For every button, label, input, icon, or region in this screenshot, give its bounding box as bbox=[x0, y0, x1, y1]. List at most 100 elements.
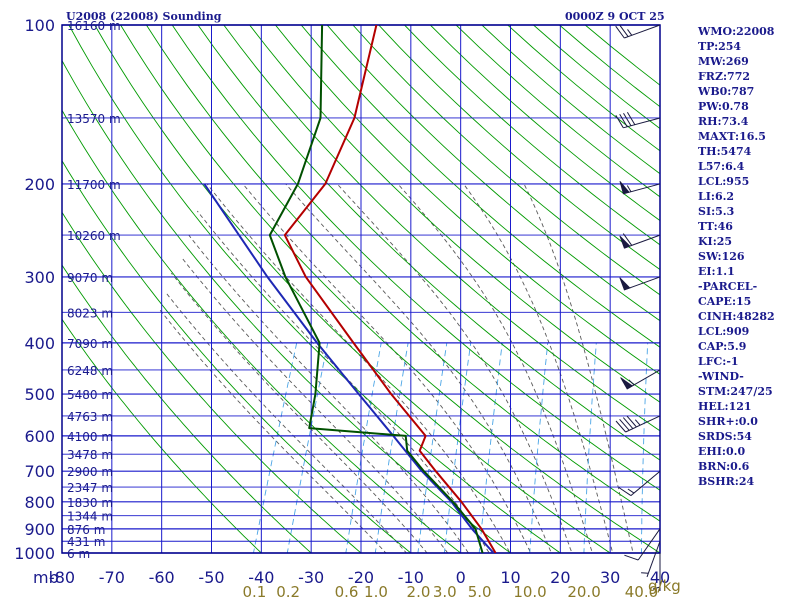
wind-barb bbox=[652, 553, 661, 591]
mixing-ratio-label: 0.1 bbox=[242, 583, 266, 600]
height-label: 13570 m bbox=[67, 112, 121, 126]
barb-flag bbox=[619, 418, 630, 431]
mixing-ratio-line bbox=[583, 342, 597, 553]
moist-adiabats bbox=[158, 183, 634, 553]
sounding-index: RH:73.4 bbox=[698, 115, 749, 128]
temperature-tick-label: -40 bbox=[248, 568, 274, 587]
sounding-index: PW:0.78 bbox=[698, 100, 749, 113]
height-label: 9070 m bbox=[67, 271, 113, 285]
mixing-ratio-label: 0.6 bbox=[335, 583, 359, 600]
sounding-indices-list: WMO:22008 TP:254 MW:269 FRZ:772 WB0:787 PW:0.… bbox=[698, 24, 798, 489]
height-label: 2347 m bbox=[67, 481, 113, 495]
height-label: 10260 m bbox=[67, 229, 121, 243]
mixing-ratio-line bbox=[417, 342, 448, 553]
barb-half-flag bbox=[641, 572, 649, 574]
sounding-index: KI:25 bbox=[698, 235, 733, 248]
temperature-tick-label: -10 bbox=[398, 568, 424, 587]
barb-half-flag bbox=[627, 488, 635, 494]
barb-flag bbox=[615, 25, 625, 39]
profiles bbox=[203, 25, 497, 553]
moist-adiabat bbox=[285, 183, 552, 553]
barb-flag bbox=[619, 114, 628, 128]
sounding-index: LI:6.2 bbox=[698, 190, 735, 203]
sounding-index: TP:254 bbox=[698, 40, 742, 53]
mixing-ratio-label: 0.2 bbox=[276, 583, 300, 600]
wind-barb bbox=[641, 541, 661, 578]
mixing-ratio-label: 1.0 bbox=[364, 583, 388, 600]
sounding-index: SW:126 bbox=[698, 250, 745, 263]
sounding-index: LCL:909 bbox=[698, 325, 750, 338]
mixing-ratio-label: 10.0 bbox=[513, 583, 546, 600]
barb-staff bbox=[625, 415, 661, 433]
sounding-index: BRN:0.6 bbox=[698, 460, 750, 473]
temperature-line bbox=[283, 25, 497, 553]
height-label: 876 m bbox=[67, 523, 105, 537]
chart-title: U2008 (22008) Sounding bbox=[66, 10, 222, 23]
mixing-ratio-line bbox=[529, 342, 549, 553]
pressure-tick-label: 900 bbox=[24, 520, 55, 539]
mixing-ratio-line bbox=[345, 342, 382, 553]
height-label: 4763 m bbox=[67, 410, 113, 424]
sounding-index: -PARCEL- bbox=[698, 280, 758, 293]
height-label: 5480 m bbox=[67, 388, 113, 402]
moist-adiabat bbox=[158, 308, 387, 553]
height-label: 1344 m bbox=[67, 510, 113, 524]
wind-barb bbox=[615, 111, 661, 129]
moist-adiabat bbox=[164, 291, 408, 553]
mixing-ratio-label: 20.0 bbox=[567, 583, 600, 600]
mixing-ratio-label: 2.0 bbox=[407, 583, 431, 600]
dry-adiabat bbox=[68, 25, 562, 553]
pressure-tick-label: 100 bbox=[24, 16, 55, 35]
barb-flag bbox=[622, 233, 633, 246]
sounding-index: HEL:121 bbox=[698, 400, 752, 413]
barb-pennant bbox=[619, 277, 631, 291]
pressure-tick-label: 800 bbox=[24, 493, 55, 512]
sounding-index: FRZ:772 bbox=[698, 70, 751, 83]
wind-barb bbox=[615, 415, 661, 433]
barb-flag bbox=[615, 115, 624, 129]
height-label: 16160 m bbox=[67, 19, 121, 33]
mixing-ratio-line bbox=[640, 342, 649, 553]
moist-adiabat bbox=[206, 183, 511, 553]
wind-barb bbox=[619, 233, 661, 249]
wind-barb bbox=[619, 276, 661, 291]
sounding-index: MW:269 bbox=[698, 55, 749, 68]
moist-adiabat bbox=[196, 210, 490, 553]
plot-frame bbox=[61, 24, 661, 554]
mixing-ratio-unit-label: g/kg bbox=[648, 577, 681, 595]
moist-adiabat bbox=[180, 256, 449, 553]
pressure-tick-label: 300 bbox=[24, 268, 55, 287]
sounding-index: CINH:48282 bbox=[698, 310, 775, 323]
moist-adiabat bbox=[170, 272, 428, 553]
temperature-tick-label: 30 bbox=[600, 568, 620, 587]
temperature-tick-label: -80 bbox=[49, 568, 75, 587]
mixing-ratio-label: 5.0 bbox=[468, 583, 492, 600]
wind-barbs bbox=[615, 24, 661, 591]
dry-adiabat bbox=[62, 318, 262, 553]
sounding-index: CAPE:15 bbox=[698, 295, 752, 308]
barb-flag bbox=[622, 417, 634, 429]
temperature-tick-label: -70 bbox=[99, 568, 125, 587]
height-label: 8023 m bbox=[67, 306, 113, 320]
sounding-index: TT:46 bbox=[698, 220, 733, 233]
mixing-ratio-label: 40.0 bbox=[625, 583, 658, 600]
barb-flag bbox=[619, 24, 629, 37]
temperature-tick-label: 20 bbox=[550, 568, 570, 587]
sounding-index: STM:247/25 bbox=[698, 385, 773, 398]
barb-half-flag bbox=[627, 29, 633, 36]
temperature-tick-label: -60 bbox=[149, 568, 175, 587]
sounding-index: CAP:5.9 bbox=[698, 340, 747, 353]
sounding-index: L57:6.4 bbox=[698, 160, 745, 173]
sounding-index: SHR+:0.0 bbox=[698, 415, 758, 428]
dewpoint-line bbox=[268, 25, 484, 553]
sounding-index: EHI:0.0 bbox=[698, 445, 746, 458]
barb-pennant bbox=[620, 377, 634, 390]
height-label: 6 m bbox=[67, 547, 90, 561]
height-label: 2900 m bbox=[67, 465, 113, 479]
sounding-index: MAXT:16.5 bbox=[698, 130, 766, 143]
mixing-ratio-lines bbox=[253, 342, 649, 553]
moist-adiabat bbox=[523, 183, 634, 553]
height-label: 7090 m bbox=[67, 337, 113, 351]
